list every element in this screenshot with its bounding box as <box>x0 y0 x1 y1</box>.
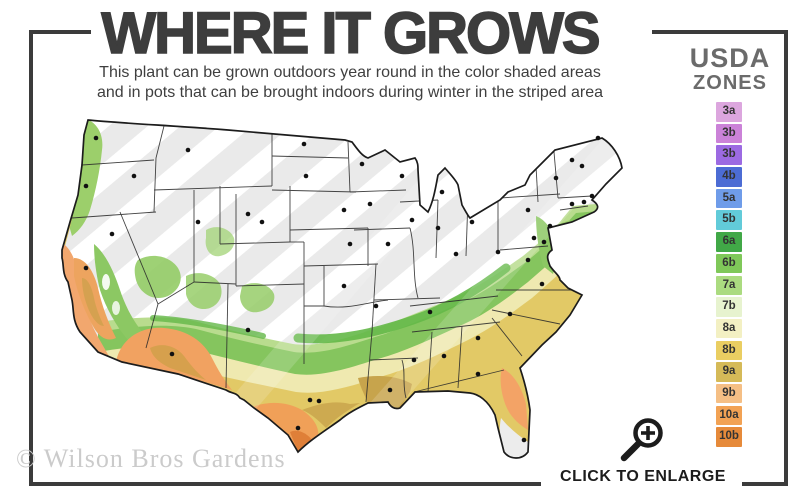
legend-zone-3b: 3b <box>716 145 742 165</box>
legend-zone-3b: 3b <box>716 123 742 144</box>
legend-zone-5a: 5a <box>716 188 742 209</box>
enlarge-button[interactable] <box>618 416 670 471</box>
us-outline <box>61 119 623 459</box>
legend-zone-6b: 6b <box>716 253 742 274</box>
frame-top-left-segment <box>29 30 91 34</box>
california-southwest-zones <box>62 242 232 390</box>
watermark: © Wilson Bros Gardens <box>16 444 286 473</box>
legend-zone-7a: 7a <box>716 275 742 295</box>
legend-title: USDA ZONES <box>684 44 776 94</box>
legend-zone-6a: 6a <box>716 232 742 252</box>
legend-zone-5b: 5b <box>716 210 742 230</box>
legend-zone-8a: 8a <box>716 318 742 339</box>
enlarge-label[interactable]: CLICK TO ENLARGE <box>560 468 726 485</box>
subtitle-line-1: This plant can be grown outdoors year ro… <box>99 64 601 81</box>
state-borders <box>71 125 593 403</box>
frame-left-edge <box>29 30 33 486</box>
legend-zone-9b: 9b <box>716 383 742 404</box>
frame-bottom-right-segment <box>742 482 788 486</box>
us-map-svg <box>61 119 623 459</box>
legend-zone-3a: 3a <box>716 102 742 122</box>
magnifier-plus-icon <box>620 418 663 462</box>
frame-right-edge <box>784 30 788 486</box>
legend-zone-10b: 10b <box>716 427 742 447</box>
legend-zone-4b: 4b <box>716 167 742 187</box>
page-title: WHERE IT GROWS <box>101 0 602 67</box>
legend-zone-10a: 10a <box>716 405 742 426</box>
frame-top-right-segment <box>652 30 788 34</box>
city-dots <box>83 135 601 443</box>
usda-zone-map[interactable] <box>58 110 643 470</box>
legend-title-zones: ZONES <box>693 72 767 94</box>
legend-zone-7b: 7b <box>716 297 742 317</box>
south-detail-zones <box>250 368 528 458</box>
legend-zone-list: 3a 3b 3b 4b 5a 5b 6a 6b 7a 7b 8a 8b 9a 9b 10a 10b <box>716 102 742 449</box>
subtitle-line-2: and in pots that can be brought indoors … <box>96 84 604 101</box>
frame-bottom-left-segment <box>29 482 541 486</box>
legend-zone-9a: 9a <box>716 362 742 382</box>
legend-zone-8b: 8b <box>716 340 742 361</box>
dark-green-edge <box>150 263 511 344</box>
legend-title-usda: USDA <box>689 43 771 73</box>
